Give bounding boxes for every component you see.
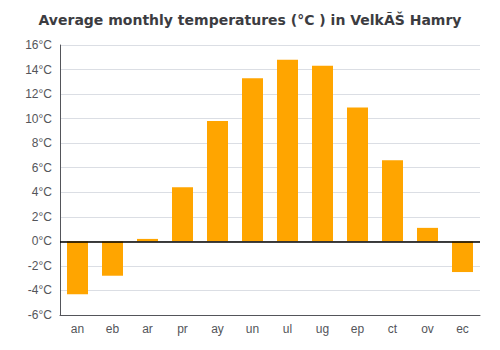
svg-text:ec: ec bbox=[456, 322, 469, 336]
svg-text:ct: ct bbox=[388, 322, 398, 336]
svg-text:6°C: 6°C bbox=[32, 161, 52, 175]
svg-text:10°C: 10°C bbox=[25, 112, 52, 126]
svg-text:8°C: 8°C bbox=[32, 136, 52, 150]
svg-text:0°C: 0°C bbox=[32, 234, 52, 248]
svg-text:4°C: 4°C bbox=[32, 185, 52, 199]
svg-text:ov: ov bbox=[421, 322, 434, 336]
svg-text:-6°C: -6°C bbox=[28, 308, 52, 322]
svg-text:-4°C: -4°C bbox=[28, 283, 52, 297]
svg-text:an: an bbox=[71, 322, 84, 336]
svg-text:14°C: 14°C bbox=[25, 63, 52, 77]
svg-text:ar: ar bbox=[142, 322, 153, 336]
svg-text:pr: pr bbox=[177, 322, 188, 336]
svg-text:16°C: 16°C bbox=[25, 38, 52, 52]
svg-text:eb: eb bbox=[106, 322, 120, 336]
svg-text:2°C: 2°C bbox=[32, 210, 52, 224]
svg-text:un: un bbox=[246, 322, 259, 336]
svg-text:ay: ay bbox=[211, 322, 224, 336]
svg-text:-2°C: -2°C bbox=[28, 259, 52, 273]
svg-text:12°C: 12°C bbox=[25, 87, 52, 101]
svg-text:ul: ul bbox=[283, 322, 292, 336]
svg-text:Average monthly temperatures (: Average monthly temperatures (°C ) in Ve… bbox=[39, 11, 462, 28]
svg-text:ug: ug bbox=[316, 322, 329, 336]
svg-text:ep: ep bbox=[351, 322, 365, 336]
